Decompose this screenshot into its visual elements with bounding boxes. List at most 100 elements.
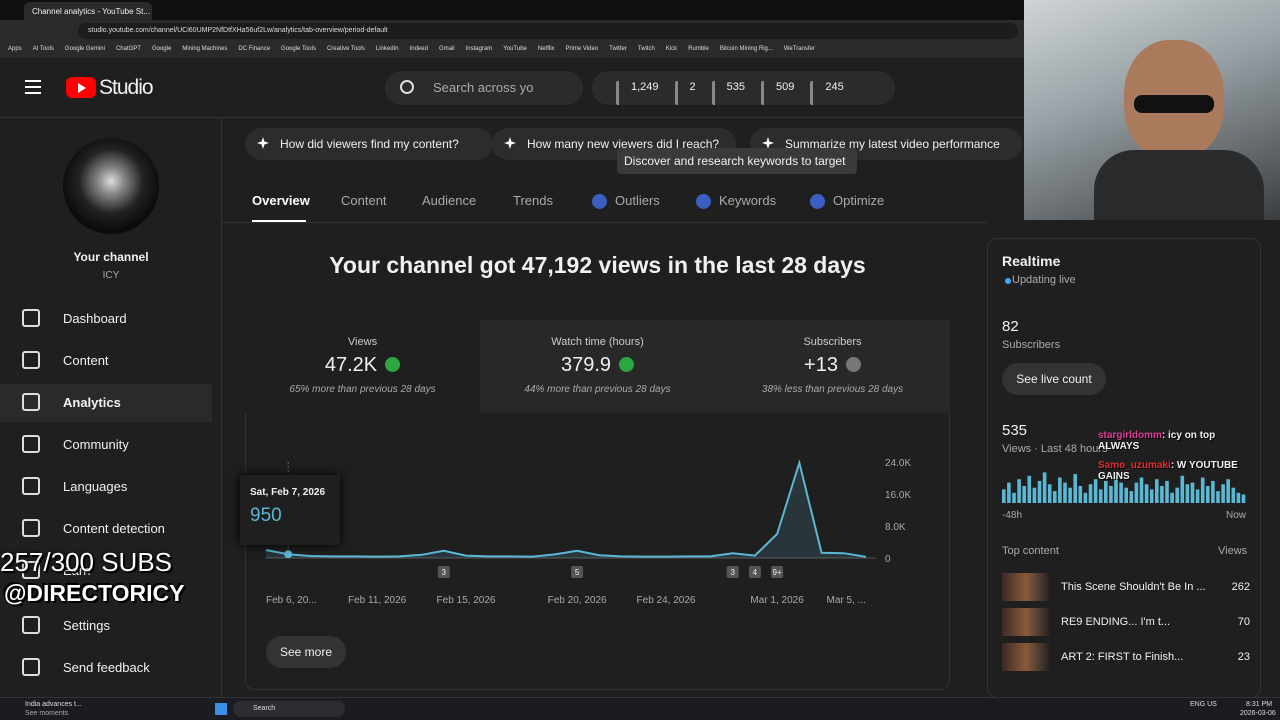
- start-button[interactable]: [215, 703, 227, 715]
- realtime-bar: [1226, 479, 1230, 503]
- x-tick-label: Feb 11, 2026: [348, 595, 407, 606]
- nav-icon: [22, 519, 40, 537]
- channel-handle: ICY: [102, 270, 120, 281]
- realtime-subscribers: 82: [1002, 318, 1019, 335]
- subs-goal: 257/300 SUBS: [0, 547, 173, 577]
- realtime-card: Realtime Updating live 82 Subscribers Se…: [987, 238, 1261, 698]
- bookmark[interactable]: YouTube: [503, 46, 527, 52]
- bookmark[interactable]: AI Tools: [32, 46, 54, 52]
- bookmark[interactable]: Rumble: [688, 46, 709, 52]
- bookmark[interactable]: Netflix: [537, 46, 555, 52]
- realtime-status: Updating live: [1012, 274, 1076, 286]
- taskbar: India advances t... See moments Search E…: [0, 697, 1280, 720]
- nav-item[interactable]: Settings: [0, 607, 212, 645]
- content-row[interactable]: ART 2: FIRST to Finish... 23: [1002, 643, 1250, 673]
- x-tick-label: Feb 6, 20...: [266, 595, 317, 606]
- upload-marker: [771, 566, 784, 578]
- analytics-tab[interactable]: Overview: [252, 193, 310, 208]
- news[interactable]: India advances t...: [25, 701, 82, 708]
- bookmark[interactable]: Prime Video: [565, 46, 599, 52]
- bookmark[interactable]: LinkedIn: [375, 46, 399, 52]
- nav-icon: [22, 561, 40, 579]
- see-live-count[interactable]: See live count: [1002, 363, 1106, 395]
- realtime-bar: [1032, 487, 1037, 503]
- bookmark[interactable]: Google Gemini: [64, 46, 105, 52]
- realtime-bar: [1165, 480, 1169, 503]
- realtime-bar: [1109, 486, 1113, 503]
- logo[interactable]: Studio: [99, 76, 154, 99]
- analytics-tab[interactable]: Keywords: [719, 193, 777, 208]
- prompt-chip[interactable]: How did viewers find my content?: [245, 128, 493, 160]
- tab-badge: [810, 194, 825, 209]
- metric-tab[interactable]: Views 47.2K 65% more than previous 28 days: [245, 320, 480, 413]
- realtime-bar: [1007, 482, 1011, 503]
- channel-avatar[interactable]: [63, 138, 159, 234]
- nav-item[interactable]: Languages: [0, 468, 212, 506]
- stat: 1,249: [616, 81, 659, 105]
- webcam: [1024, 0, 1280, 220]
- content-row[interactable]: RE9 ENDING... I'm t... 70: [1002, 608, 1250, 638]
- bookmark[interactable]: Instagram: [465, 46, 493, 52]
- bookmark[interactable]: Bitcoin Mining Rig...: [719, 46, 773, 52]
- nav-item[interactable]: Dashboard: [0, 300, 212, 338]
- content-title: This Scene Shouldn't Be In ...: [1061, 581, 1206, 593]
- bookmark[interactable]: Kick: [665, 46, 678, 52]
- bookmark[interactable]: Indeed: [409, 46, 428, 52]
- content-row[interactable]: This Scene Shouldn't Be In ... 262: [1002, 573, 1250, 603]
- analytics-tab[interactable]: Trends: [513, 193, 553, 208]
- bookmark[interactable]: Twitter: [609, 46, 627, 52]
- bookmark[interactable]: Apps: [8, 46, 22, 52]
- realtime-bar: [1206, 486, 1210, 503]
- metric-tab[interactable]: Subscribers +13 38% less than previous 28 …: [715, 320, 950, 413]
- realtime-bar: [1104, 480, 1108, 503]
- metric-value: 47.2K: [324, 354, 378, 376]
- thumbnail: [1002, 608, 1050, 636]
- bookmark[interactable]: Mining Machines: [182, 46, 228, 52]
- realtime-bar: [1195, 489, 1200, 503]
- metric-note: 65% more than previous 28 days: [289, 384, 436, 395]
- bookmark[interactable]: Google Tools: [281, 46, 316, 52]
- bookmark[interactable]: Creative Tools: [326, 46, 365, 52]
- tab-underline: [252, 220, 306, 222]
- browser-tab[interactable]: Channel analytics - YouTube St...: [24, 2, 152, 20]
- metric-note: 44% more than previous 28 days: [524, 384, 671, 395]
- realtime-bar: [1231, 487, 1236, 503]
- bookmark[interactable]: Google: [151, 46, 172, 52]
- bookmark[interactable]: DC Finance: [238, 46, 271, 52]
- realtime-bar: [1175, 487, 1179, 503]
- analytics-tab[interactable]: Content: [341, 193, 387, 208]
- search-box[interactable]: Search across yo: [385, 71, 583, 105]
- tab-badge: [696, 194, 711, 209]
- search-icon: [400, 80, 414, 94]
- nav-item[interactable]: Community: [0, 426, 212, 464]
- realtime-bar: [1047, 484, 1052, 503]
- analytics-tab[interactable]: Outliers: [615, 193, 660, 208]
- trend-icon: [845, 357, 861, 372]
- content-title: RE9 ENDING... I'm t...: [1061, 616, 1171, 628]
- nav-item[interactable]: Send feedback: [0, 649, 212, 687]
- menu-icon[interactable]: [25, 80, 41, 94]
- bookmark[interactable]: Gmail: [438, 46, 455, 52]
- taskbar-search[interactable]: Search: [233, 701, 345, 717]
- analytics-tab[interactable]: Optimize: [833, 193, 885, 208]
- metric-tab[interactable]: Watch time (hours) 379.9 44% more than pre…: [480, 320, 715, 413]
- chat-user: stargirldomm: [1098, 430, 1162, 441]
- realtime-bar: [1053, 491, 1057, 503]
- metric-note: 38% less than previous 28 days: [761, 384, 904, 395]
- nav-item[interactable]: Content detection: [0, 510, 212, 548]
- realtime-bar: [1022, 486, 1026, 503]
- url[interactable]: studio.youtube.com/channel/UCi60UMP2NfDt…: [78, 23, 1018, 39]
- nav-item[interactable]: Content: [0, 342, 212, 380]
- nav-item[interactable]: Analytics: [0, 384, 212, 422]
- stat: 535: [711, 81, 745, 105]
- see-more-button[interactable]: See more: [266, 636, 346, 668]
- realtime-bar: [1155, 479, 1159, 503]
- nav-item[interactable]: Earn: [0, 552, 212, 590]
- analytics-tab[interactable]: Audience: [422, 193, 477, 208]
- metric-value: +13: [804, 354, 838, 376]
- axis-end: Now: [1226, 510, 1247, 521]
- bookmark[interactable]: ChatGPT: [115, 46, 141, 52]
- prompt-chip[interactable]: Summarize my latest video performance: [750, 128, 1022, 160]
- bookmark[interactable]: WeTransfer: [783, 46, 815, 52]
- bookmark[interactable]: Twitch: [637, 46, 655, 52]
